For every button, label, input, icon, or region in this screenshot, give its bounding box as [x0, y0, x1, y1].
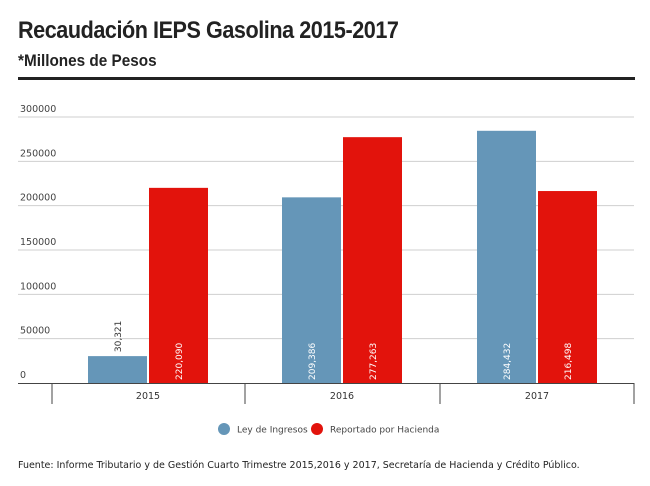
bar: [538, 191, 597, 383]
chart-subtitle: *Millones de Pesos: [18, 51, 157, 70]
y-tick-label: 150000: [20, 237, 56, 248]
legend-label: Reportado por Hacienda: [330, 426, 439, 436]
x-tick-label: 2017: [525, 391, 549, 402]
source-footnote: Fuente: Informe Tributario y de Gestión …: [18, 460, 580, 471]
legend-swatch: [218, 423, 230, 435]
data-label: 209,386: [308, 343, 318, 380]
legend-label: Ley de Ingresos: [237, 426, 308, 436]
data-label: 30,321: [114, 321, 124, 353]
bar: [343, 137, 402, 383]
y-tick-label: 250000: [20, 148, 56, 159]
x-tick-label: 2015: [136, 391, 160, 402]
y-tick-label: 200000: [20, 193, 56, 204]
title-divider: [18, 77, 635, 80]
data-label: 277,263: [369, 343, 379, 380]
bar: [88, 356, 147, 383]
bar: [477, 130, 536, 383]
data-label: 216,498: [564, 343, 574, 380]
y-tick-label: 300000: [20, 104, 56, 115]
y-tick-label: 100000: [20, 281, 56, 292]
y-tick-label: 0: [20, 370, 26, 381]
data-label: 220,090: [175, 343, 185, 380]
bar: [282, 197, 341, 383]
data-label: 284,432: [503, 343, 513, 380]
x-tick-label: 2016: [330, 391, 354, 402]
legend-swatch: [311, 423, 323, 435]
chart-title: Recaudación IEPS Gasolina 2015-2017: [18, 17, 399, 44]
bar: [149, 187, 208, 383]
y-tick-label: 50000: [20, 326, 50, 337]
